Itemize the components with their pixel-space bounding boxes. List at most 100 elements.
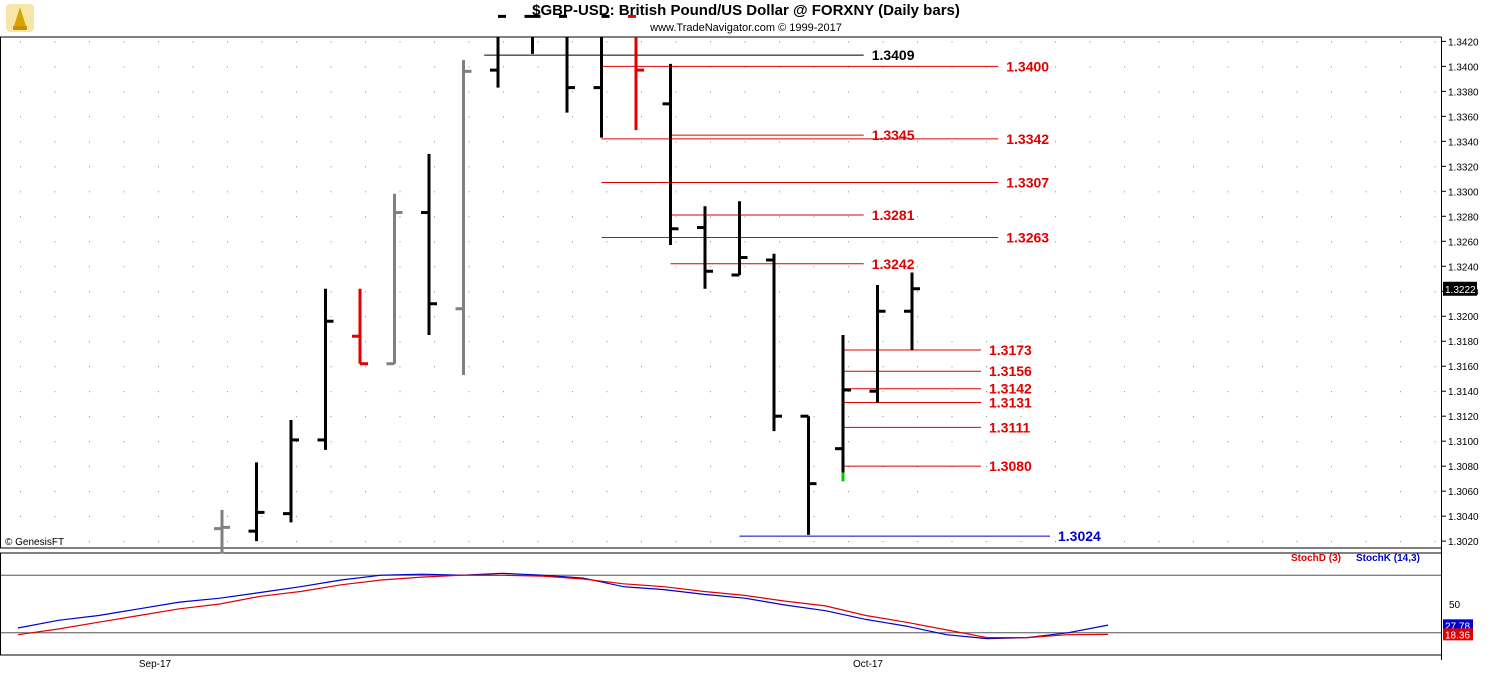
grid-dot: [192, 516, 194, 518]
grid-dot: [779, 366, 780, 368]
grid-dot: [917, 541, 918, 543]
grid-dot: [296, 91, 297, 93]
grid-dot: [1193, 491, 1194, 493]
grid-dot: [1296, 266, 1298, 268]
grid-dot: [537, 316, 539, 318]
grid-dot: [227, 41, 228, 43]
grid-dot: [192, 466, 194, 468]
y-tick-label: 1.3300: [1448, 187, 1479, 198]
grid-dot: [1055, 466, 1056, 468]
stoch-last-box: [1443, 628, 1473, 641]
grid-dot: [710, 41, 711, 43]
grid-dot: [1262, 516, 1263, 518]
grid-dot: [813, 41, 815, 43]
grid-dot: [1089, 341, 1091, 343]
grid-dot: [1193, 366, 1194, 368]
grid-dot: [1055, 41, 1056, 43]
ohlc-bar: [697, 206, 713, 289]
grid-dot: [365, 66, 366, 68]
grid-dot: [675, 291, 677, 293]
grid-dot: [20, 316, 21, 318]
grid-dot: [675, 441, 677, 443]
axis-background: [1441, 0, 1492, 673]
grid-dot: [1331, 191, 1332, 193]
grid-dot: [1400, 466, 1401, 468]
grid-dot: [1193, 216, 1194, 218]
grid-dot: [123, 541, 125, 543]
ohlc-bar: [421, 153, 437, 335]
grid-dot: [399, 391, 401, 393]
grid-dot: [20, 366, 21, 368]
grid-dot: [606, 391, 608, 393]
grid-dot: [1331, 166, 1332, 168]
grid-dot: [675, 466, 677, 468]
grid-dot: [1020, 166, 1022, 168]
grid-dot: [537, 491, 539, 493]
grid-dot: [1331, 241, 1332, 243]
grid-dot: [1400, 441, 1401, 443]
grid-dot: [572, 191, 573, 193]
grid-dot: [606, 291, 608, 293]
grid-dot: [54, 191, 56, 193]
grid-dot: [537, 66, 539, 68]
grid-dot: [192, 191, 194, 193]
grid-dot: [1331, 466, 1332, 468]
grid-dot: [20, 241, 21, 243]
grid-dot: [848, 516, 849, 518]
grid-dot: [1193, 291, 1194, 293]
grid-dot: [744, 166, 746, 168]
trade-navigator-logo-icon: [6, 4, 34, 32]
grid-dot: [296, 41, 297, 43]
grid-dot: [1020, 416, 1022, 418]
grid-dot: [158, 441, 159, 443]
grid-dot: [296, 516, 297, 518]
grid-dot: [89, 516, 90, 518]
grid-dot: [675, 141, 677, 143]
level-label: 1.3173: [989, 342, 1032, 358]
y-tick-label: 1.3240: [1448, 262, 1479, 273]
grid-dot: [1227, 541, 1229, 543]
grid-dot: [54, 341, 56, 343]
grid-dot: [1089, 441, 1091, 443]
grid-dot: [1400, 241, 1401, 243]
grid-dot: [986, 466, 987, 468]
grid-dot: [158, 91, 159, 93]
grid-dot: [1020, 516, 1022, 518]
grid-dot: [1158, 141, 1160, 143]
grid-dot: [1331, 116, 1332, 118]
grid-dot: [1020, 341, 1022, 343]
grid-dot: [848, 141, 849, 143]
grid-dot: [158, 166, 159, 168]
grid-dot: [261, 541, 263, 543]
grid-dot: [89, 416, 90, 418]
grid-dot: [54, 466, 56, 468]
grid-dot: [1055, 491, 1056, 493]
grid-dot: [1089, 191, 1091, 193]
ohlc-bar: [835, 334, 851, 482]
grid-dot: [710, 91, 711, 93]
grid-dot: [986, 216, 987, 218]
grid-dot: [986, 266, 987, 268]
grid-dot: [1434, 391, 1436, 393]
grid-dot: [1296, 291, 1298, 293]
grid-dot: [1020, 66, 1022, 68]
grid-dot: [813, 516, 815, 518]
grid-dot: [848, 366, 849, 368]
grid-dot: [399, 241, 401, 243]
grid-dot: [572, 116, 573, 118]
grid-dot: [468, 166, 470, 168]
grid-dot: [572, 291, 573, 293]
level-label: 1.3307: [1006, 175, 1049, 191]
grid-dot: [710, 266, 711, 268]
grid-dot: [1055, 141, 1056, 143]
grid-dot: [365, 241, 366, 243]
ohlc-bar: [800, 414, 817, 535]
grid-dot: [986, 341, 987, 343]
grid-dot: [1089, 116, 1091, 118]
grid-dot: [641, 441, 642, 443]
grid-dot: [744, 416, 746, 418]
ohlc-bar: [593, 14, 610, 138]
grid-dot: [917, 441, 918, 443]
grid-dot: [779, 91, 780, 93]
